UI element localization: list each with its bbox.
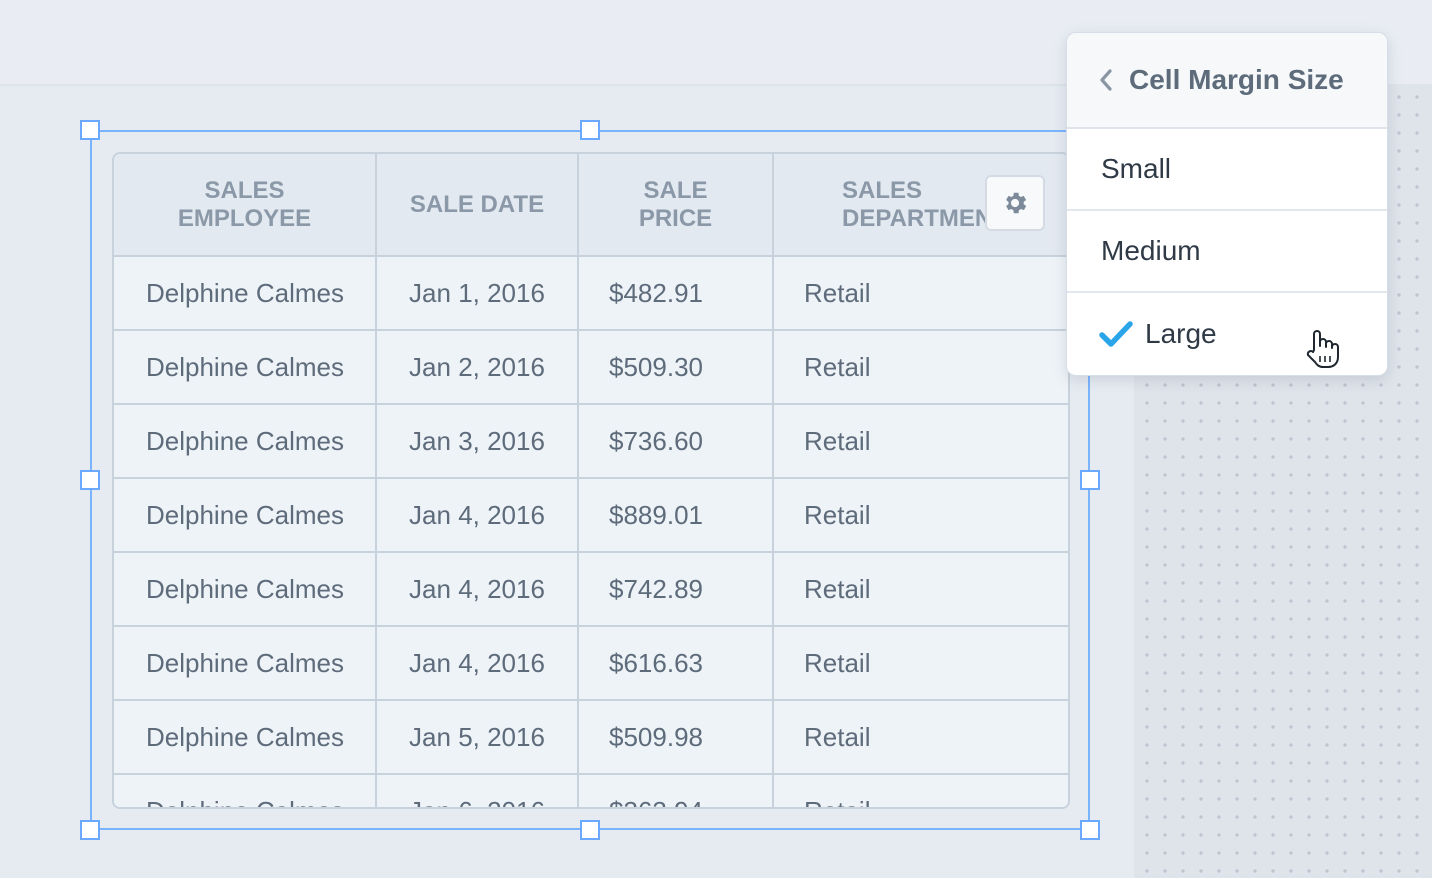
cell-sale-date[interactable]: Jan 4, 2016 — [376, 478, 579, 553]
cell-sale-date[interactable]: Jan 1, 2016 — [376, 256, 579, 331]
cell-sale-date[interactable]: Jan 4, 2016 — [376, 552, 579, 627]
popover-title: Cell Margin Size — [1129, 64, 1344, 95]
cell-sales-department[interactable]: Retail — [773, 256, 1068, 331]
table-header-row: SALES EMPLOYEE SALE DATE SALE PRICE SALE… — [114, 154, 1068, 257]
cell-margin-popover: Cell Margin Size Small Medium Large — [1066, 32, 1388, 376]
cell-sales-department[interactable]: Retail — [773, 774, 1068, 807]
cell-sale-price[interactable]: $616.63 — [578, 626, 774, 701]
resize-handle-top-left[interactable] — [80, 120, 100, 140]
cell-sale-price[interactable]: $509.30 — [578, 330, 774, 405]
option-medium[interactable]: Medium — [1067, 211, 1387, 293]
column-header-sale-date[interactable]: SALE DATE — [376, 154, 579, 257]
option-label: Small — [1101, 153, 1172, 184]
sales-table: SALES EMPLOYEE SALE DATE SALE PRICE SALE… — [114, 154, 1068, 807]
table-row[interactable]: Delphine Calmes Jan 4, 2016 $616.63 Retail — [114, 626, 1068, 701]
table-row[interactable]: Delphine Calmes Jan 2, 2016 $509.30 Retail — [114, 330, 1068, 405]
cell-sale-date[interactable]: Jan 2, 2016 — [376, 330, 579, 405]
table-row[interactable]: Delphine Calmes Jan 4, 2016 $742.89 Retail — [114, 552, 1068, 627]
chevron-left-icon[interactable] — [1093, 67, 1119, 93]
cell-sales-employee[interactable]: Delphine Calmes — [114, 256, 377, 331]
cell-sales-employee[interactable]: Delphine Calmes — [114, 330, 377, 405]
cell-sales-department[interactable]: Retail — [773, 330, 1068, 405]
cell-sales-employee[interactable]: Delphine Calmes — [114, 552, 377, 627]
cell-sales-employee[interactable]: Delphine Calmes — [114, 774, 377, 807]
resize-handle-middle-left[interactable] — [80, 470, 100, 490]
column-header-sales-employee[interactable]: SALES EMPLOYEE — [114, 154, 377, 257]
table-row[interactable]: Delphine Calmes Jan 3, 2016 $736.60 Retail — [114, 404, 1068, 479]
cell-sales-employee[interactable]: Delphine Calmes — [114, 626, 377, 701]
cell-sale-price[interactable]: $889.01 — [578, 478, 774, 553]
option-label: Medium — [1101, 235, 1201, 266]
cell-sales-employee[interactable]: Delphine Calmes — [114, 404, 377, 479]
data-table-card[interactable]: SALES EMPLOYEE SALE DATE SALE PRICE SALE… — [112, 152, 1070, 809]
resize-handle-bottom-right[interactable] — [1080, 820, 1100, 840]
hand-cursor-icon — [1306, 330, 1339, 368]
cell-sale-date[interactable]: Jan 3, 2016 — [376, 404, 579, 479]
gear-icon — [1006, 192, 1027, 214]
table-row[interactable]: Delphine Calmes Jan 5, 2016 $509.98 Retail — [114, 700, 1068, 775]
popover-header: Cell Margin Size — [1067, 33, 1387, 129]
cell-sale-date[interactable]: Jan 4, 2016 — [376, 626, 579, 701]
resize-handle-bottom-center[interactable] — [580, 820, 600, 840]
cell-sales-employee[interactable]: Delphine Calmes — [114, 478, 377, 553]
cell-sale-price[interactable]: $742.89 — [578, 552, 774, 627]
cell-sale-price[interactable]: $482.91 — [578, 256, 774, 331]
resize-handle-middle-right[interactable] — [1080, 470, 1100, 490]
cell-sales-employee[interactable]: Delphine Calmes — [114, 700, 377, 775]
option-label: Large — [1145, 318, 1217, 349]
table-row[interactable]: Delphine Calmes Jan 1, 2016 $482.91 Retail — [114, 256, 1068, 331]
cell-sale-date[interactable]: Jan 6, 2016 — [376, 774, 579, 807]
cell-sales-department[interactable]: Retail — [773, 478, 1068, 553]
cell-sale-price[interactable]: $736.60 — [578, 404, 774, 479]
option-large[interactable]: Large — [1067, 293, 1387, 375]
selection-frame — [90, 130, 1090, 830]
table-settings-button[interactable] — [985, 175, 1045, 231]
column-header-sale-price[interactable]: SALE PRICE — [578, 154, 774, 257]
cell-sales-department[interactable]: Retail — [773, 404, 1068, 479]
option-small[interactable]: Small — [1067, 129, 1387, 211]
table-row[interactable]: Delphine Calmes Jan 4, 2016 $889.01 Retail — [114, 478, 1068, 553]
cell-sale-date[interactable]: Jan 5, 2016 — [376, 700, 579, 775]
cell-sales-department[interactable]: Retail — [773, 626, 1068, 701]
resize-handle-bottom-left[interactable] — [80, 820, 100, 840]
cell-sale-price[interactable]: $509.98 — [578, 700, 774, 775]
cell-sales-department[interactable]: Retail — [773, 552, 1068, 627]
resize-handle-top-center[interactable] — [580, 120, 600, 140]
cell-sale-price[interactable]: $363.94 — [578, 774, 774, 807]
checkmark-icon — [1099, 321, 1133, 347]
cell-sales-department[interactable]: Retail — [773, 700, 1068, 775]
